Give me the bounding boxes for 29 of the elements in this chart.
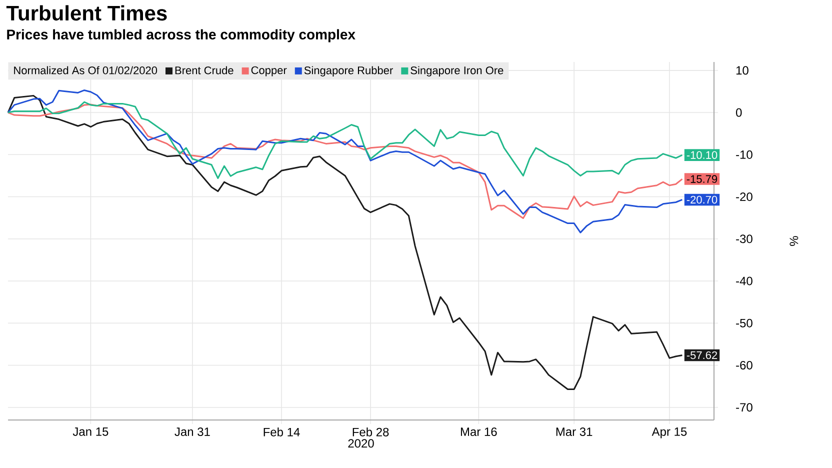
y-tick-label: 10 [736, 66, 748, 75]
y-tick-label: 0 [736, 108, 742, 117]
legend-label: Brent Crude [175, 66, 234, 74]
y-tick-label: -40 [736, 276, 752, 286]
x-tick-label: Jan 15 [72, 428, 108, 436]
legend-label: Singapore Rubber [304, 66, 393, 76]
y-tick-label: -50 [736, 318, 752, 328]
x-tick-label: Apr 15 [652, 428, 687, 438]
legend-label: Singapore Iron Ore [410, 66, 504, 76]
data-label: -15.79 [686, 175, 718, 183]
y-tick-label: -10 [736, 150, 752, 159]
legend-label: Copper [251, 66, 287, 76]
y-axis-title: % [790, 236, 798, 246]
y-tick-label: -60 [736, 360, 752, 370]
data-label: -10.10 [686, 151, 718, 159]
x-tick-label: Feb 14 [264, 428, 300, 436]
y-tick-label: -30 [736, 234, 752, 244]
legend-title: Normalized As Of 01/02/2020 [14, 66, 158, 74]
y-tick-label: -20 [736, 192, 752, 202]
x-tick-label: Feb 28 [352, 428, 389, 436]
x-tick-label: Mar 16 [460, 428, 497, 436]
x-axis-title: 2020 [348, 439, 374, 448]
x-tick-label: Mar 31 [556, 428, 592, 436]
data-label: -20.70 [686, 196, 718, 204]
chart-title: Turbulent Times [6, 5, 167, 21]
data-label: -57.62 [686, 351, 718, 360]
chart-subtitle: Prices have tumbled across the commodity complex [7, 29, 356, 42]
y-tick-label: -70 [736, 403, 752, 412]
x-tick-label: Jan 31 [174, 428, 210, 436]
